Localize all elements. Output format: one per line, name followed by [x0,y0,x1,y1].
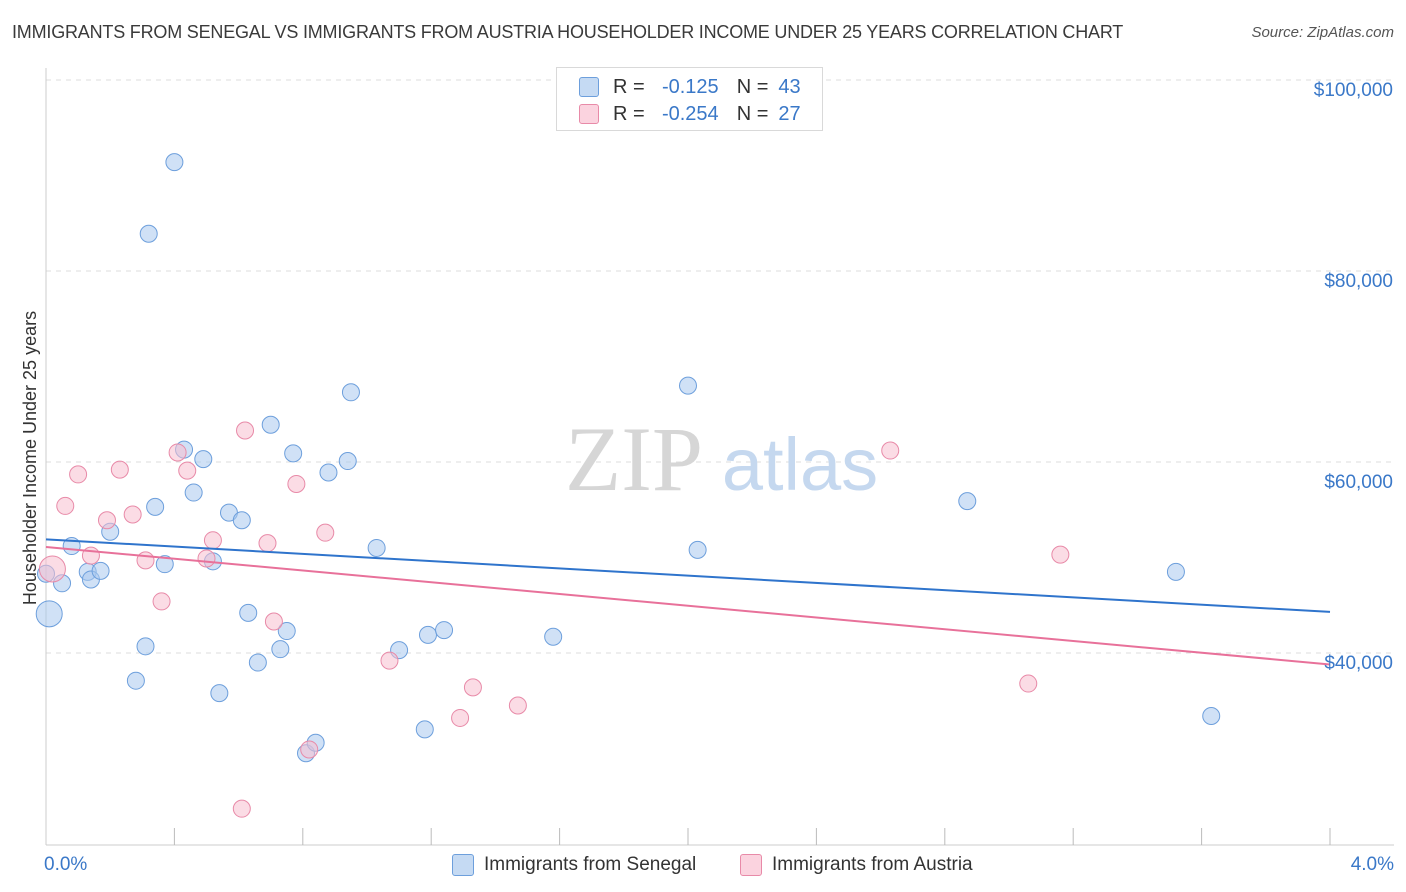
austria-point [287,474,306,493]
senegal-point [165,153,184,172]
austria-point [69,465,88,484]
senegal-point [232,511,251,530]
x-tick-label-min: 0.0% [44,854,87,875]
senegal-point [435,621,454,640]
austria-point [203,531,222,550]
austria-point [123,505,142,524]
austria-legend-label: Immigrants from Austria [772,854,973,875]
senegal-point [248,653,267,672]
senegal-point [146,497,165,516]
senegal-point [544,627,563,646]
y-axis-title: Householder Income Under 25 years [20,311,40,605]
senegal-point [184,483,203,502]
austria-point [168,443,187,462]
austria-r-label: R = [613,102,645,125]
austria-point [152,592,171,611]
senegal-r-value: -0.125 [661,75,719,98]
axis-labels: $40,000 $60,000 $80,000 $100,000 0.0% 4.0% Hou… [20,80,1394,875]
senegal-point [688,540,707,559]
senegal-n-value: 43 [778,75,801,98]
trend-lines [45,538,1331,666]
senegal-point [415,720,434,739]
senegal-point [277,622,296,641]
senegal-r-label: R = [613,75,645,98]
austria-trend-line [45,545,1331,666]
austria-point [136,551,155,570]
senegal-n-label: N = [736,75,769,98]
bottom-legend-austria: Immigrants from Austria [740,852,973,878]
watermark-zip: ZIP [565,408,703,510]
correlation-legend: R = -0.125 N = 43 R = -0.254 N = 27 [556,67,823,131]
senegal-point [418,625,437,644]
austria-point [178,461,197,480]
senegal-point [958,492,977,511]
austria-point [264,612,283,631]
austria-point [881,441,900,460]
austria-point [508,696,527,715]
austria-n-value: 27 [778,102,801,125]
austria-point [463,678,482,697]
austria-n-label: N = [736,102,769,125]
axes [45,68,1394,846]
austria-point [97,511,116,530]
austria-point [1019,674,1038,693]
senegal-point [367,538,386,557]
watermark: ZIP atlas [565,408,878,510]
senegal-point [139,224,158,243]
senegal-point [91,561,110,580]
austria-point [300,740,319,759]
austria-point [380,651,399,670]
austria-point [56,496,75,515]
senegal-point [284,444,303,463]
austria-point [258,534,277,553]
senegal-point [239,603,258,622]
senegal-point [126,671,145,690]
senegal-point [341,383,360,402]
senegal-point [210,684,229,703]
senegal-point [1202,707,1221,726]
y-tick-label: $40,000 [1324,653,1393,674]
x-tick-label-max: 4.0% [1351,854,1394,875]
austria-swatch [579,104,599,124]
y-tick-label: $80,000 [1324,271,1393,292]
chart-title: IMMIGRANTS FROM SENEGAL VS IMMIGRANTS FR… [12,22,1124,42]
watermark-atlas: atlas [722,423,878,506]
data-points [35,153,1221,818]
austria-r-value: -0.254 [661,102,719,125]
austria-point [232,799,251,818]
senegal-point [261,415,280,434]
senegal-point [338,452,357,471]
senegal-legend-swatch [452,854,474,876]
legend-row-senegal: R = -0.125 N = 43 [579,74,801,100]
austria-point [316,523,335,542]
austria-point [236,421,255,440]
austria-point [110,460,129,479]
senegal-point [155,555,174,574]
source-label: Source: ZipAtlas.com [1251,24,1394,41]
senegal-point [679,376,697,395]
gridlines [46,79,1394,654]
austria-point [38,555,66,583]
austria-point [1051,545,1070,564]
senegal-point [35,600,63,628]
senegal-point [194,450,213,469]
bottom-legend-senegal: Immigrants from Senegal [452,852,696,878]
senegal-point [319,463,338,482]
y-tick-label: $100,000 [1314,80,1393,101]
legend-row-austria: R = -0.254 N = 27 [579,101,801,127]
senegal-point [136,637,155,656]
y-tick-label: $60,000 [1324,472,1393,493]
senegal-legend-label: Immigrants from Senegal [484,854,697,875]
senegal-point [271,640,290,659]
austria-point [451,708,470,727]
senegal-point [1166,562,1185,581]
austria-point [197,549,216,568]
austria-legend-swatch [740,854,762,876]
senegal-trend-line [45,538,1331,613]
senegal-swatch [579,77,599,97]
